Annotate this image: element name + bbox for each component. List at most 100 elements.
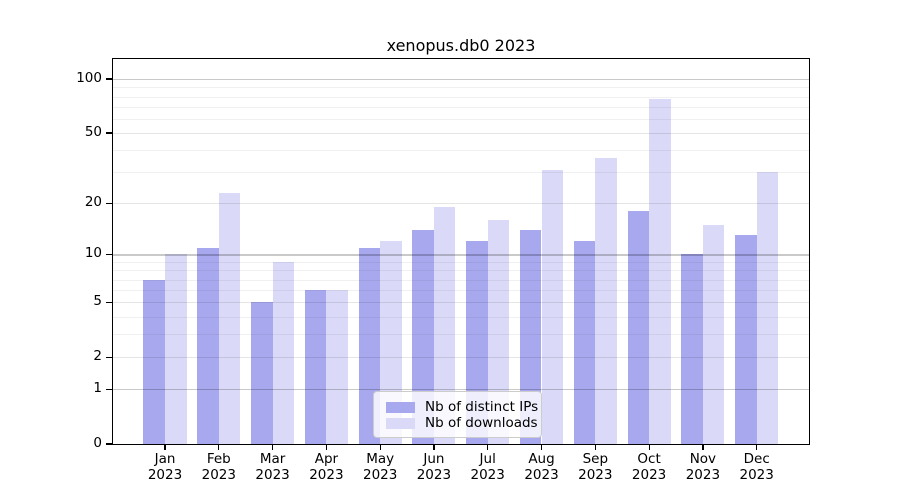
x-tick-year: 2023 — [685, 467, 721, 483]
y-tick-label: 50 — [84, 124, 102, 141]
bar-downloads-oct — [649, 99, 671, 444]
y-tick-mark — [106, 132, 113, 134]
x-tick-month: Aug — [528, 451, 555, 467]
chart-title: xenopus.db0 2023 — [386, 36, 536, 55]
gridline-minor — [113, 270, 809, 272]
x-tick-label: Mar 2023 — [241, 451, 305, 483]
legend-item-downloads: Nb of downloads — [386, 415, 538, 431]
x-tick-label: Sep 2023 — [563, 451, 627, 483]
x-tick-year: 2023 — [309, 467, 344, 483]
x-tick-year: 2023 — [147, 467, 183, 483]
bar-distinct-ips-jun — [412, 229, 434, 444]
gridline-minor — [113, 261, 809, 263]
legend-item-distinct-ips: Nb of distinct IPs — [386, 399, 538, 415]
x-tick-label: Jan 2023 — [133, 451, 197, 483]
y-tick-label: 2 — [93, 348, 102, 365]
x-tick-mark — [433, 445, 435, 450]
x-tick-month: Jul — [479, 451, 496, 467]
gridline-minor — [113, 87, 809, 89]
gridline-major — [113, 389, 809, 391]
y-tick-label: 10 — [84, 245, 102, 262]
x-tick-mark — [594, 445, 596, 450]
x-tick-month: Jun — [423, 451, 445, 467]
x-tick-month: May — [366, 451, 395, 467]
x-tick-month: Sep — [582, 451, 609, 467]
x-tick-label: Apr 2023 — [294, 451, 358, 483]
bar-downloads-aug — [541, 169, 564, 444]
y-tick-mark — [106, 78, 113, 80]
gridline-minor — [113, 150, 809, 152]
x-tick-year: 2023 — [739, 467, 774, 483]
x-tick-label: Oct 2023 — [617, 451, 681, 483]
x-tick-mark — [164, 445, 166, 450]
legend-label-downloads: Nb of downloads — [425, 415, 538, 431]
x-tick-mark — [379, 445, 381, 450]
y-tick-mark — [106, 301, 113, 303]
x-tick-label: Nov 2023 — [671, 451, 735, 483]
bar-distinct-ips-aug — [519, 229, 542, 444]
gridline-mid — [113, 302, 809, 304]
gridline-major — [113, 254, 809, 256]
bar-distinct-ips-feb — [197, 247, 219, 444]
legend-swatch-downloads-icon — [386, 417, 415, 429]
x-tick-month: Mar — [259, 451, 286, 467]
legend-swatch-distinct-ips-icon — [386, 401, 415, 413]
gridline-minor — [113, 172, 809, 174]
bar-downloads-sep — [595, 158, 617, 444]
x-tick-year: 2023 — [255, 467, 290, 483]
y-tick-mark — [106, 253, 113, 255]
gridline-minor — [113, 279, 809, 281]
gridline-mid — [113, 203, 809, 205]
x-tick-mark — [218, 445, 220, 450]
y-tick-label: 0 — [93, 435, 102, 451]
x-tick-mark — [702, 445, 704, 450]
x-tick-label: Dec 2023 — [725, 451, 789, 483]
x-tick-year: 2023 — [416, 467, 452, 483]
gridline-minor — [113, 334, 809, 336]
gridline-mid — [113, 357, 809, 359]
x-tick-year: 2023 — [578, 467, 613, 483]
y-tick-mark — [106, 443, 113, 445]
x-tick-mark — [271, 445, 274, 450]
x-tick-year: 2023 — [363, 467, 398, 483]
gridline-minor — [113, 106, 809, 108]
bar-distinct-ips-dec — [735, 235, 757, 444]
bar-downloads-mar — [272, 261, 295, 444]
x-tick-mark — [487, 445, 489, 450]
y-tick-label: 1 — [93, 380, 102, 397]
bar-distinct-ips-apr — [304, 290, 327, 444]
y-tick-mark — [106, 356, 113, 358]
legend-label-distinct-ips: Nb of distinct IPs — [425, 399, 539, 415]
gridline-minor — [113, 316, 809, 318]
bar-distinct-ips-sep — [573, 241, 596, 444]
x-tick-month: Feb — [206, 451, 231, 467]
y-tick-label: 20 — [84, 194, 102, 211]
y-tick-label: 100 — [76, 70, 102, 86]
x-tick-label: Feb 2023 — [187, 451, 251, 483]
bar-downloads-dec — [756, 172, 779, 444]
bar-downloads-jun — [433, 207, 456, 444]
x-tick-mark — [540, 445, 543, 450]
x-tick-mark — [756, 445, 758, 450]
plot-area — [112, 58, 810, 445]
x-tick-label: May 2023 — [348, 451, 412, 483]
y-tick-mark — [106, 202, 113, 204]
bar-downloads-jul — [487, 219, 510, 444]
x-tick-year: 2023 — [470, 467, 505, 483]
gridline-minor — [113, 118, 809, 120]
bar-downloads-feb — [218, 192, 241, 444]
x-tick-year: 2023 — [631, 467, 667, 483]
bar-downloads-apr — [326, 290, 348, 444]
x-tick-label: Jul 2023 — [456, 451, 520, 483]
y-tick-mark — [106, 388, 113, 390]
bar-distinct-ips-nov — [681, 254, 703, 444]
x-tick-mark — [648, 445, 650, 450]
x-tick-label: Jun 2023 — [402, 451, 466, 483]
bar-downloads-jan — [165, 254, 187, 444]
x-tick-month: Dec — [743, 451, 770, 467]
x-tick-mark — [325, 445, 327, 450]
x-tick-month: Oct — [637, 451, 661, 467]
x-tick-label: Aug 2023 — [510, 451, 574, 483]
y-tick-label: 5 — [93, 293, 102, 310]
